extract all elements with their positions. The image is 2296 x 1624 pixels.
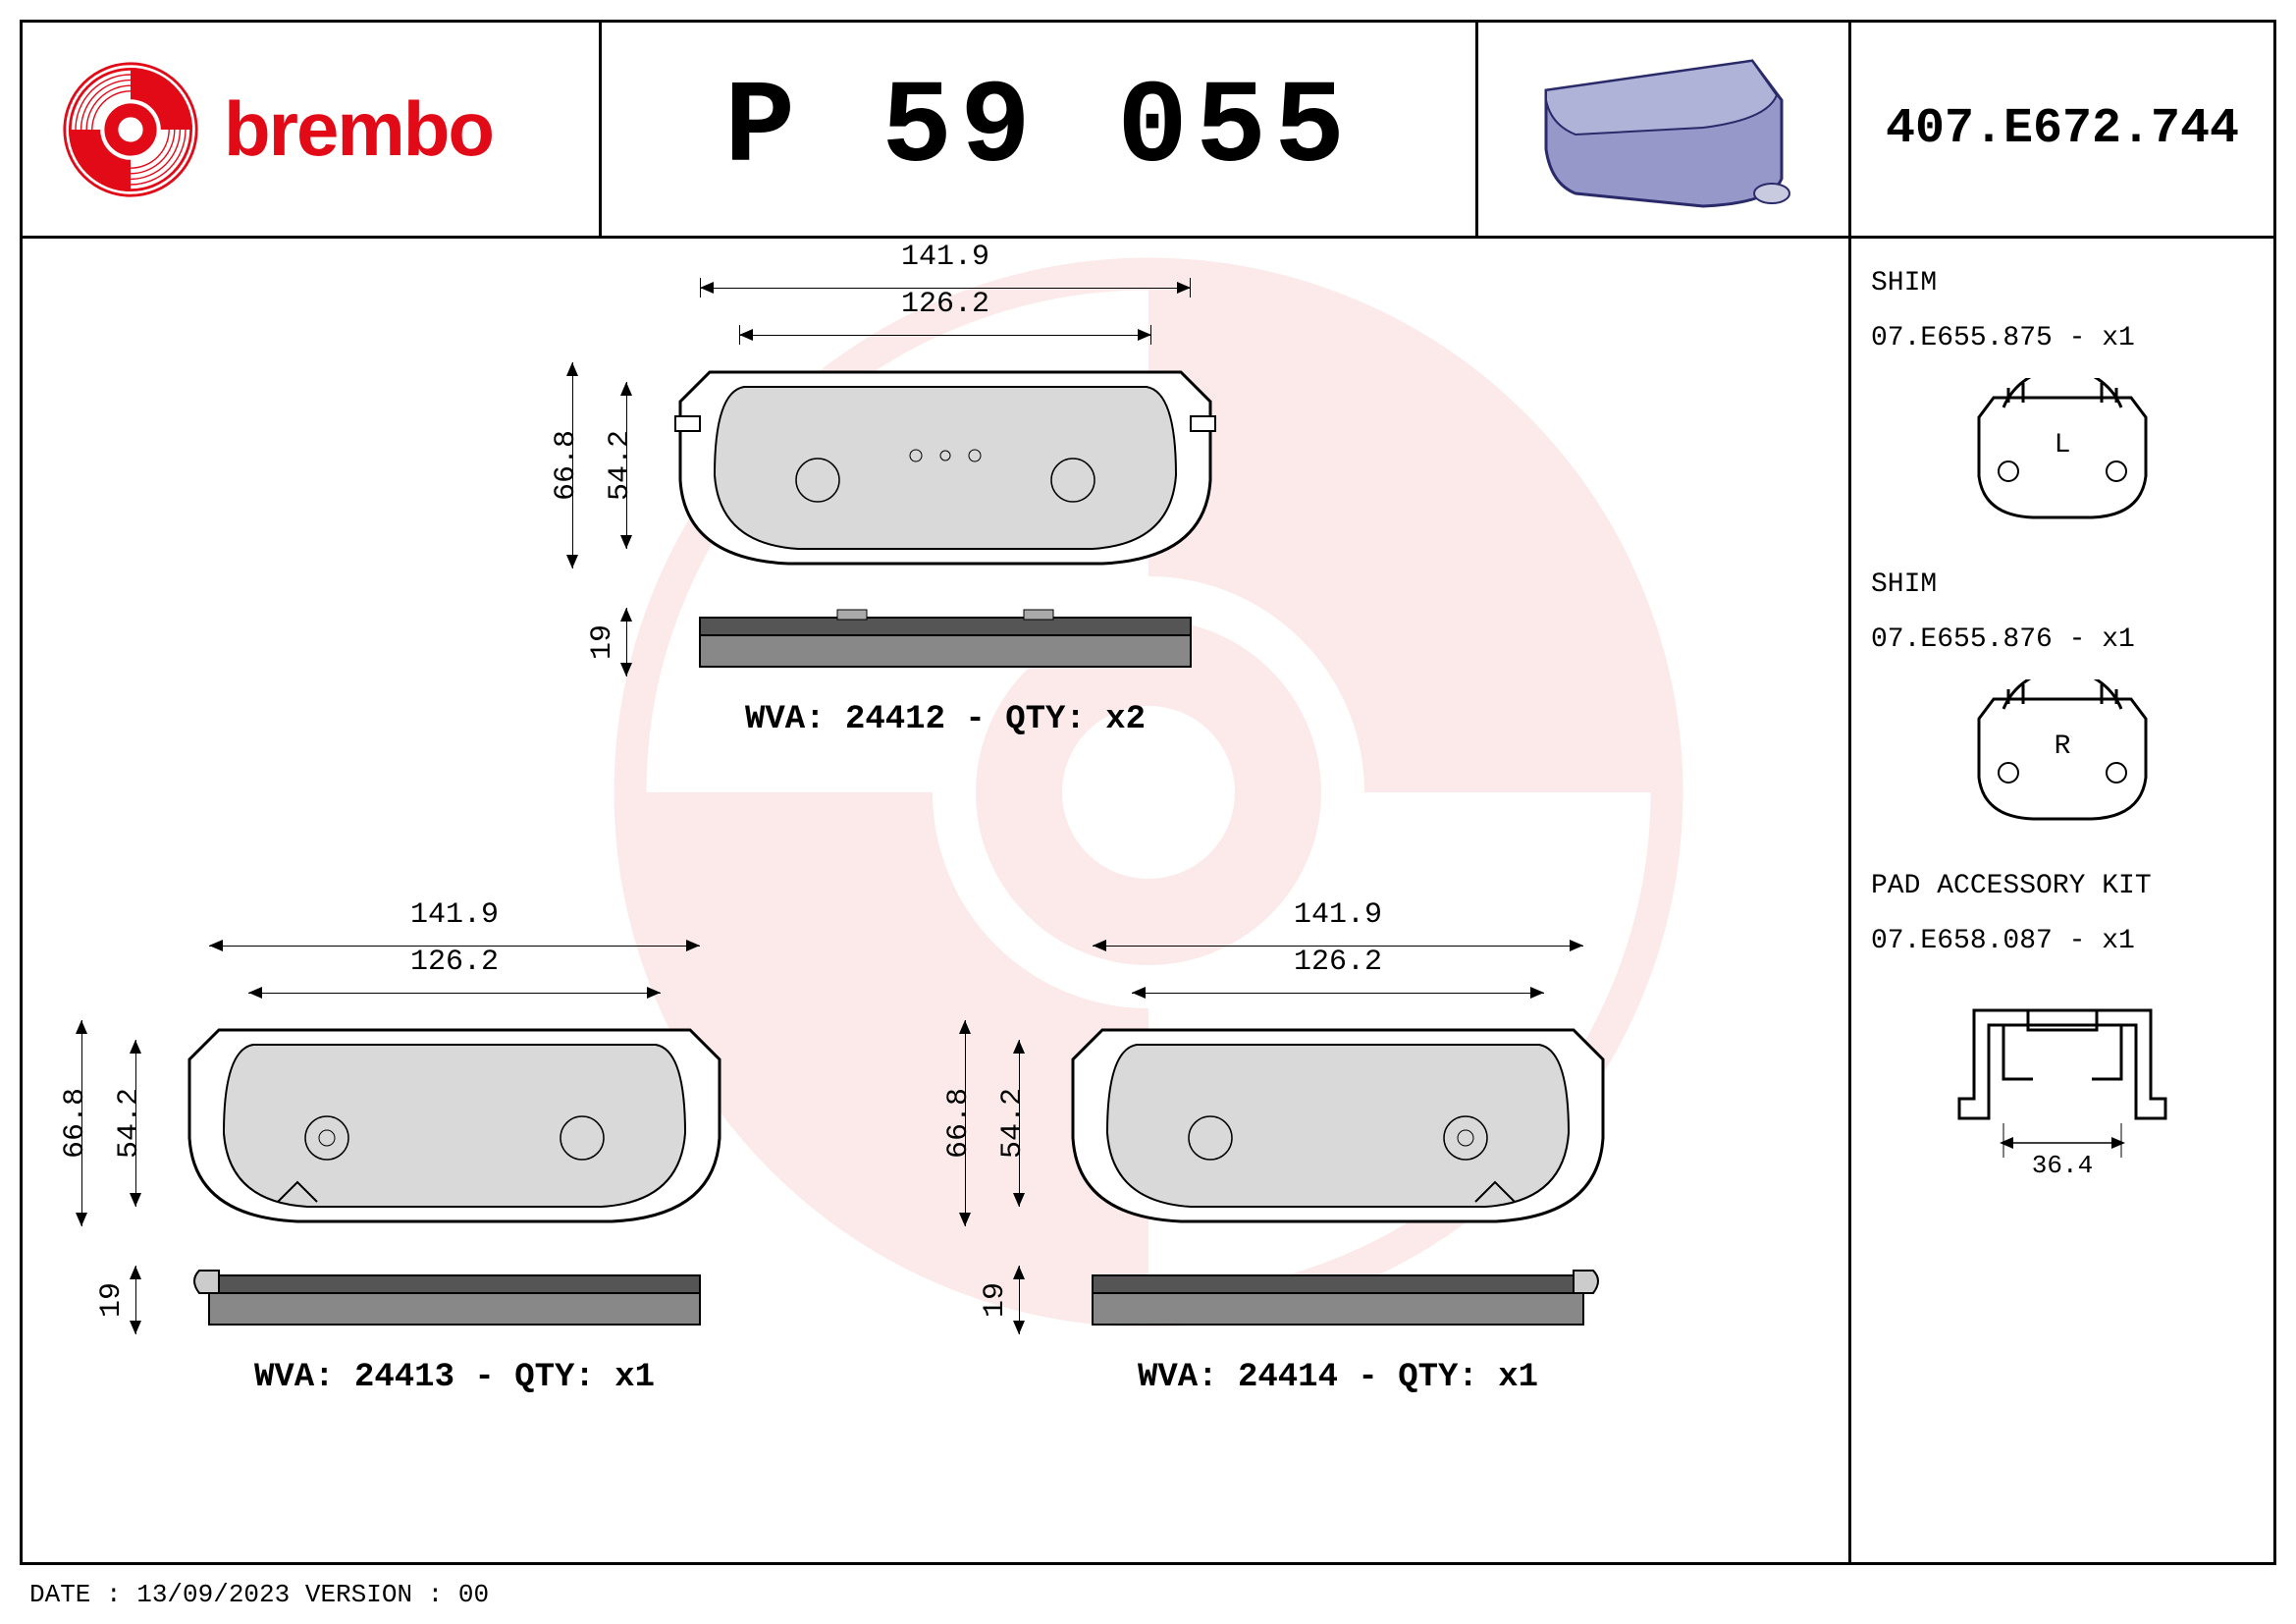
- dim-height-outer: 66.8: [945, 1020, 985, 1226]
- pad-front-view: 66.8 54.2: [170, 1020, 739, 1226]
- dim-height-outer: 66.8: [62, 1020, 101, 1226]
- dim-height-inner: 54.2: [116, 1040, 155, 1207]
- kit-title: PAD ACCESSORY KIT: [1871, 871, 2254, 901]
- kit-dim: 36.4: [2032, 1151, 2093, 1177]
- shim-letter: L: [2055, 430, 2071, 460]
- header-row: brembo P 59 055 407.E672.744: [23, 23, 2273, 239]
- shim-letter: R: [2055, 731, 2071, 762]
- sidebar: SHIM 07.E655.875 - x1 L SHIM 07: [1851, 239, 2273, 1562]
- dim-value: 66.8: [59, 1088, 92, 1159]
- part-number: P 59 055: [602, 23, 1478, 236]
- pad-top: 141.9 126.2 66.8: [661, 268, 1230, 738]
- pad-side-view: 19: [1053, 1266, 1623, 1334]
- dim-height-inner: 54.2: [607, 382, 646, 549]
- dim-height-outer: 66.8: [553, 362, 592, 568]
- logo-cell: brembo: [23, 23, 602, 236]
- dim-value: 141.9: [410, 898, 499, 932]
- dim-height-inner: 54.2: [999, 1040, 1039, 1207]
- kit-icon: 36.4: [1871, 981, 2254, 1177]
- shim-icon: R: [1871, 679, 2254, 827]
- shim-icon: L: [1871, 378, 2254, 525]
- pad-bottom-right: 141.9 126.2 66.8 54.2: [1053, 926, 1623, 1396]
- dim-value: 19: [95, 1282, 129, 1318]
- wva-label: WVA: 24413 - QTY: x1: [170, 1359, 739, 1396]
- drawing-code: 407.E672.744: [1851, 23, 2273, 236]
- body-row: 141.9 126.2 66.8: [23, 239, 2273, 1562]
- pad-side-view: 19: [170, 1266, 739, 1334]
- dim-value: 141.9: [901, 241, 989, 274]
- dim-value: 126.2: [901, 288, 989, 321]
- shim-code: 07.E655.875 - x1: [1871, 323, 2254, 353]
- dim-value: 66.8: [550, 430, 583, 501]
- pad-isometric-icon: [1507, 41, 1821, 218]
- dim-thickness: 19: [116, 1266, 155, 1334]
- dim-width-inner: 126.2: [1053, 973, 1623, 1012]
- dim-value: 19: [979, 1282, 1012, 1318]
- dim-value: 126.2: [1294, 946, 1382, 979]
- pad-front-view: 66.8 54.2: [661, 362, 1230, 568]
- shim-title: SHIM: [1871, 569, 2254, 600]
- pad-bottom-left: 141.9 126.2 66.8 54.2: [170, 926, 739, 1396]
- wva-label: WVA: 24414 - QTY: x1: [1053, 1359, 1623, 1396]
- pad-side-view: 19: [661, 608, 1230, 677]
- wva-label: WVA: 24412 - QTY: x2: [661, 701, 1230, 738]
- dim-thickness: 19: [607, 608, 646, 677]
- footer-text: DATE : 13/09/2023 VERSION : 00: [29, 1580, 489, 1609]
- dim-value: 54.2: [113, 1088, 146, 1159]
- dim-value: 19: [586, 624, 619, 660]
- dim-value: 54.2: [996, 1088, 1030, 1159]
- dim-width-inner: 126.2: [170, 973, 739, 1012]
- drawing-sheet: brembo P 59 055 407.E672.744 141.9: [20, 20, 2276, 1565]
- pad-front-view: 66.8 54.2: [1053, 1020, 1623, 1226]
- brand-name: brembo: [224, 84, 493, 174]
- isometric-cell: [1478, 23, 1851, 236]
- dim-value: 66.8: [942, 1088, 976, 1159]
- kit-code: 07.E658.087 - x1: [1871, 926, 2254, 956]
- shim-code: 07.E655.876 - x1: [1871, 624, 2254, 655]
- dim-value: 54.2: [604, 430, 637, 501]
- dim-thickness: 19: [999, 1266, 1039, 1334]
- dim-width-inner: 126.2: [661, 315, 1230, 354]
- dim-value: 141.9: [1294, 898, 1382, 932]
- accessory-kit: PAD ACCESSORY KIT 07.E658.087 - x1 36.4: [1871, 871, 2254, 1177]
- drawings-area: 141.9 126.2 66.8: [23, 239, 1851, 1562]
- shim-title: SHIM: [1871, 268, 2254, 298]
- shim-2: SHIM 07.E655.876 - x1 R: [1871, 569, 2254, 827]
- dim-value: 126.2: [410, 946, 499, 979]
- shim-1: SHIM 07.E655.875 - x1 L: [1871, 268, 2254, 525]
- brembo-logo-icon: [62, 61, 199, 198]
